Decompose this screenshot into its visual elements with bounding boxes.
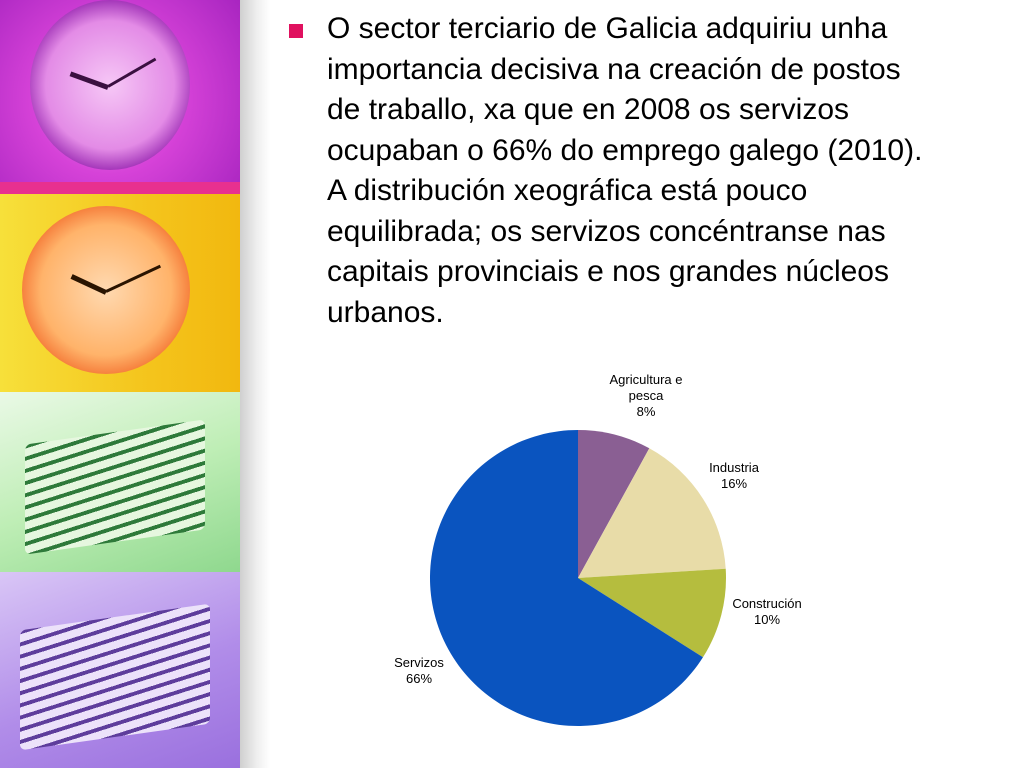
purple-clock-photo xyxy=(0,0,240,182)
bullet-square-icon xyxy=(289,24,303,38)
pie-slice-4 xyxy=(429,430,703,726)
pie-slice-3 xyxy=(578,568,727,658)
purple-clock-icon xyxy=(30,0,190,170)
slice-label-2: Industria 16% xyxy=(709,460,760,491)
pie-slice-2 xyxy=(578,448,726,578)
strip-shadow xyxy=(240,0,270,768)
green-books-icon xyxy=(25,419,205,555)
slice-label-3: Construción 10% xyxy=(732,596,801,627)
violet-books-icon xyxy=(20,603,210,751)
decorative-photo-strip xyxy=(0,0,240,768)
slide-paragraph: O sector terciario de Galicia adquiriu u… xyxy=(327,12,923,329)
slice-label-4: Servizos 66% xyxy=(394,655,444,686)
green-books-photo xyxy=(0,392,240,572)
violet-books-photo xyxy=(0,572,240,768)
orange-clock-icon xyxy=(22,206,190,374)
slice-label-1: Agricultura e pesca 8% xyxy=(610,372,683,419)
pink-divider xyxy=(0,182,240,194)
orange-clock-photo xyxy=(0,194,240,392)
pie-slice-1 xyxy=(578,430,650,578)
